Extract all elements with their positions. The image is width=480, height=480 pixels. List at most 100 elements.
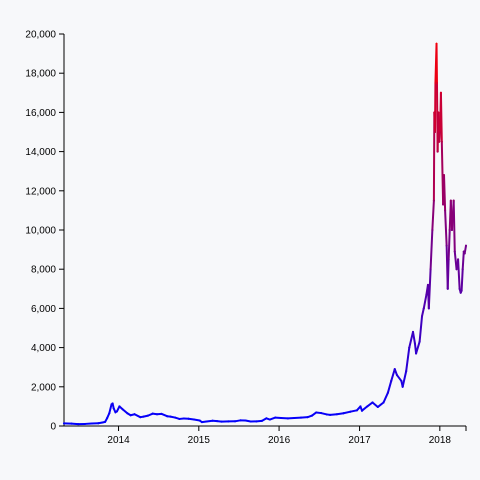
data-point [432,199,435,202]
data-point [286,417,289,420]
data-point [435,82,438,84]
data-point [106,417,109,420]
data-point [400,379,403,382]
data-point [429,268,432,271]
data-point [205,420,208,423]
data-point [239,419,242,422]
data-point [97,422,100,425]
data-point [439,131,442,133]
data-point [104,420,107,423]
line-segment [382,391,389,404]
data-point [90,422,93,425]
x-tick-label: 2016 [268,435,291,446]
data-point [465,244,467,247]
line-segment [360,405,369,412]
data-point [450,229,453,231]
data-point [426,283,429,286]
line-segment [439,91,443,143]
data-point [182,417,185,420]
data-point [63,422,65,425]
data-point [359,405,362,408]
data-point [452,199,455,202]
data-point [445,244,448,247]
data-point [405,370,408,373]
data-point [408,346,411,349]
line-segment [108,403,113,415]
data-point [311,414,314,417]
data-point [382,401,385,404]
data-point [440,140,443,143]
data-point [366,405,369,408]
data-point [274,416,277,419]
line-segment [418,315,424,343]
data-point [200,421,203,424]
line-segment [429,229,434,271]
data-point [211,419,214,422]
data-point [386,391,389,394]
data-point [443,174,446,177]
data-point [435,42,438,45]
data-point [439,91,442,94]
data-point [349,410,352,413]
x-axis: 2014 2015 2016 2017 2018 [64,425,467,446]
data-point [320,412,323,415]
line-segment [342,410,352,415]
data-point [121,408,124,411]
line-segment [371,401,379,408]
line-segment [160,412,169,418]
data-point [114,411,117,414]
data-point [335,413,338,416]
line-segment [133,413,142,419]
line-segment [366,401,374,408]
line-segment [393,368,398,377]
data-point [133,413,136,416]
y-tick-label: 4,000 [31,343,56,354]
line-segment [376,401,385,408]
line-segment [443,174,447,212]
data-point [77,423,80,426]
data-point [234,420,237,423]
data-point [126,412,129,415]
line-segment [431,199,435,231]
data-point [116,410,118,413]
data-point [187,417,190,420]
line-segment [463,244,467,255]
x-tick-label: 2018 [429,435,452,446]
line-segment [412,330,416,345]
data-point [422,307,425,310]
data-point [260,419,263,422]
data-point [446,287,449,290]
data-point [227,420,230,423]
line-segment [415,340,421,355]
data-point [376,405,379,408]
y-tick-label: 6,000 [31,304,56,315]
y-tick-label: 14,000 [25,147,56,158]
line-segment [121,408,129,415]
data-point [178,417,181,420]
series-line [63,42,467,426]
data-point [390,379,393,382]
line-segment [205,419,214,423]
data-point [147,414,150,417]
data-point [421,315,424,318]
line-segment [421,307,425,318]
data-point [448,229,451,231]
data-point [463,252,466,255]
y-tick-label: 12,000 [25,186,56,197]
data-point [169,415,172,418]
data-point [455,268,458,271]
data-point [166,415,169,418]
data-point [461,268,464,271]
data-point [415,352,418,355]
data-point [355,409,358,412]
data-point [436,150,439,153]
series-layer [63,42,467,426]
data-point [460,289,463,292]
y-axis: 0 2,000 4,000 6,000 8,000 10,000 12,000 14,000 1… [25,30,65,433]
line-segment [335,412,345,416]
data-point [216,420,219,423]
data-point [129,414,132,417]
data-point [393,368,396,371]
data-point [458,287,461,290]
data-point [118,405,121,408]
